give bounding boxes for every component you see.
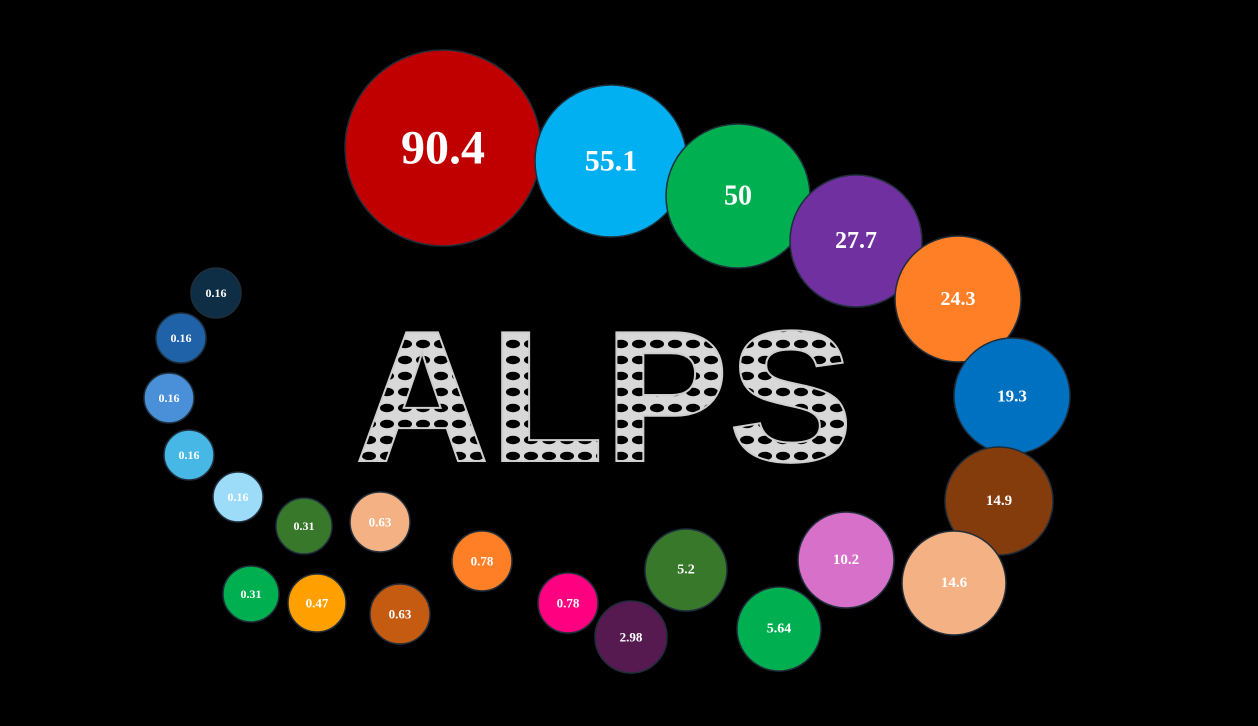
bubble-7: 14.9 [944, 446, 1054, 556]
bubble-circle [594, 600, 668, 674]
bubble-circle [163, 429, 215, 481]
bubble-2: 55.1 [534, 84, 688, 238]
bubble-21: 0.16 [163, 429, 215, 481]
bubble-label: 50 [724, 181, 752, 212]
bubble-9: 10.2 [797, 511, 895, 609]
bubble-label: 0.16 [159, 391, 180, 405]
bubble-label: 24.3 [941, 288, 976, 310]
bubbles-group: 90.4 55.1 50 27.7 24.3 19.3 14.9 14.6 10.2 5.64 5.… [143, 49, 1071, 674]
bubble-label: 0.78 [471, 554, 494, 569]
bubble-10: 5.64 [736, 586, 822, 672]
bubble-label: 0.78 [557, 596, 580, 611]
bubble-label: 0.16 [179, 448, 200, 462]
bubble-circle [275, 497, 333, 555]
bubble-4: 27.7 [789, 174, 923, 308]
bubble-22: 0.16 [143, 372, 195, 424]
bubble-label: 5.64 [767, 622, 792, 637]
bubble-label: 55.1 [585, 145, 638, 178]
bubble-8: 14.6 [901, 530, 1007, 636]
bubble-17: 0.47 [287, 573, 347, 633]
bubble-circle [901, 530, 1007, 636]
bubble-label: 19.3 [997, 387, 1027, 406]
bubble-label: 0.63 [389, 607, 412, 622]
bubble-18: 0.31 [222, 565, 280, 623]
bubble-circle [736, 586, 822, 672]
bubble-circle [537, 572, 599, 634]
bubble-1: 90.4 [344, 49, 542, 247]
bubble-label: 14.9 [986, 493, 1012, 509]
chart-title: ALPS [355, 292, 854, 501]
bubble-circle [287, 573, 347, 633]
bubble-19: 0.31 [275, 497, 333, 555]
bubble-13: 0.78 [537, 572, 599, 634]
bubble-label: 0.16 [228, 490, 249, 504]
bubble-circle [143, 372, 195, 424]
bubble-circle [369, 583, 431, 645]
bubble-24: 0.16 [190, 267, 242, 319]
bubble-label: 0.16 [171, 331, 192, 345]
bubble-circle [212, 471, 264, 523]
bubble-12: 2.98 [594, 600, 668, 674]
bubble-label: 0.16 [206, 286, 227, 300]
bubble-label: 90.4 [401, 122, 485, 175]
bubble-circle [789, 174, 923, 308]
bubble-16: 0.63 [349, 491, 411, 553]
bubble-20: 0.16 [212, 471, 264, 523]
bubble-6: 19.3 [953, 337, 1071, 455]
bubble-14: 0.78 [451, 530, 513, 592]
bubble-circle [797, 511, 895, 609]
bubble-label: 2.98 [620, 630, 643, 645]
bubble-circle [155, 312, 207, 364]
bubble-3: 50 [665, 123, 811, 269]
bubble-label: 27.7 [835, 228, 877, 254]
bubble-circle [944, 446, 1054, 556]
bubble-circle [190, 267, 242, 319]
bubble-label: 10.2 [833, 552, 859, 568]
bubble-23: 0.16 [155, 312, 207, 364]
bubble-circle [451, 530, 513, 592]
bubble-label: 0.47 [306, 596, 329, 611]
bubble-circle [349, 491, 411, 553]
bubble-label: 14.6 [941, 575, 968, 591]
bubble-label: 0.63 [369, 515, 392, 530]
bubble-label: 5.2 [677, 563, 695, 578]
bubble-circle [894, 235, 1022, 363]
bubble-circle [644, 528, 728, 612]
bubble-label: 0.31 [241, 587, 262, 601]
bubble-11: 5.2 [644, 528, 728, 612]
bubble-circle [222, 565, 280, 623]
bubble-15: 0.63 [369, 583, 431, 645]
bubble-5: 24.3 [894, 235, 1022, 363]
bubble-label: 0.31 [294, 519, 315, 533]
